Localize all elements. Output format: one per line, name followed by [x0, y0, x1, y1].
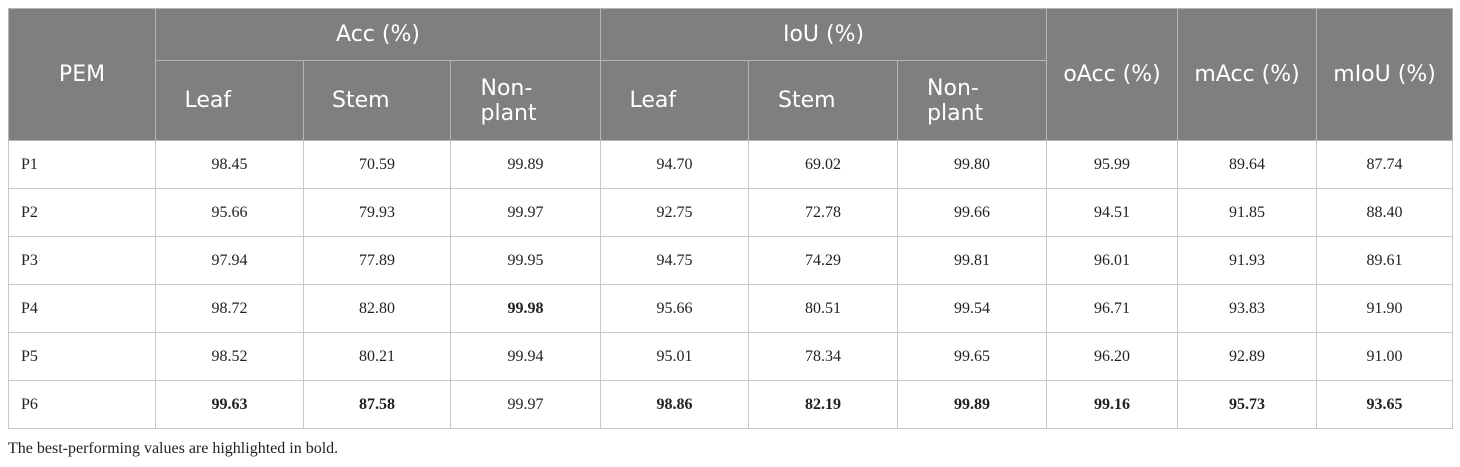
- value-cell: 91.90: [1316, 284, 1454, 333]
- sub-header: Stem: [303, 60, 451, 141]
- value-cell: 99.94: [449, 332, 602, 381]
- value-cell: 78.34: [748, 332, 899, 381]
- value-cell: 87.58: [303, 380, 451, 429]
- value-cell: 92.75: [600, 188, 750, 237]
- value-cell: 69.02: [748, 140, 899, 189]
- value-cell: 93.65: [1316, 380, 1454, 429]
- header-cell: PEM: [8, 8, 156, 141]
- group-header: IoU (%): [600, 8, 1048, 61]
- value-cell: 98.86: [600, 380, 750, 429]
- sub-header-text: Non-plant: [927, 75, 984, 126]
- value-cell: 99.89: [449, 140, 602, 189]
- value-cell: 95.66: [600, 284, 750, 333]
- header-cell: mIoU (%): [1316, 8, 1454, 141]
- value-cell: 98.45: [155, 140, 304, 189]
- table-row: P1 98.45 70.59 99.89 94.70 69.02 99.80 95.99 89.…: [8, 140, 1454, 189]
- sub-header-text: Leaf: [184, 88, 232, 113]
- sub-header-text: Stem: [778, 88, 836, 113]
- table-row: P6 99.63 87.58 99.97 98.86 82.19 99.89 99.16 95.…: [8, 380, 1454, 429]
- header-cell: oAcc (%): [1046, 8, 1179, 141]
- value-cell: 99.98: [449, 284, 602, 333]
- value-cell: 98.52: [155, 332, 304, 381]
- sub-header: Leaf: [600, 60, 750, 141]
- table-body: P1 98.45 70.59 99.89 94.70 69.02 99.80 95.99 89.…: [8, 140, 1454, 429]
- value-cell: 70.59: [303, 140, 451, 189]
- table-row: P5 98.52 80.21 99.94 95.01 78.34 99.65 96.20 92.…: [8, 332, 1454, 381]
- value-cell: 95.99: [1046, 140, 1179, 189]
- value-cell: 89.61: [1316, 236, 1454, 285]
- results-table: PEM Acc (%) IoU (%) oAcc (%) mAcc (%) mIoU (%…: [8, 8, 1454, 429]
- value-cell: 99.80: [897, 140, 1048, 189]
- sub-header: Leaf: [155, 60, 304, 141]
- value-cell: 91.93: [1177, 236, 1318, 285]
- value-cell: 77.89: [303, 236, 451, 285]
- value-cell: 87.74: [1316, 140, 1454, 189]
- value-cell: 96.01: [1046, 236, 1179, 285]
- value-cell: 96.71: [1046, 284, 1179, 333]
- value-cell: 99.66: [897, 188, 1048, 237]
- value-cell: 95.73: [1177, 380, 1318, 429]
- row-label: P4: [8, 284, 156, 333]
- sub-header-text: Non-plant: [480, 75, 537, 126]
- value-cell: 99.97: [449, 380, 602, 429]
- value-cell: 98.72: [155, 284, 304, 333]
- value-cell: 91.00: [1316, 332, 1454, 381]
- value-cell: 72.78: [748, 188, 899, 237]
- table-header: PEM Acc (%) IoU (%) oAcc (%) mAcc (%) mIoU (%…: [8, 8, 1454, 141]
- value-cell: 74.29: [748, 236, 899, 285]
- value-cell: 99.95: [449, 236, 602, 285]
- table-row: P3 97.94 77.89 99.95 94.75 74.29 99.81 96.01 91.…: [8, 236, 1454, 285]
- value-cell: 88.40: [1316, 188, 1454, 237]
- value-cell: 99.65: [897, 332, 1048, 381]
- footnote: The best-performing values are highlight…: [8, 440, 339, 457]
- row-label: P6: [8, 380, 156, 429]
- value-cell: 96.20: [1046, 332, 1179, 381]
- page: PEM Acc (%) IoU (%) oAcc (%) mAcc (%) mIoU (%…: [8, 8, 1454, 429]
- value-cell: 91.85: [1177, 188, 1318, 237]
- value-cell: 94.70: [600, 140, 750, 189]
- sub-header-text: Leaf: [629, 88, 677, 113]
- value-cell: 99.54: [897, 284, 1048, 333]
- value-cell: 99.89: [897, 380, 1048, 429]
- group-header: Acc (%): [154, 8, 602, 61]
- sub-header: Stem: [748, 60, 899, 141]
- row-label: P1: [8, 140, 156, 189]
- sub-header: Non-plant: [449, 60, 602, 141]
- value-cell: 82.19: [748, 380, 899, 429]
- value-cell: 99.97: [449, 188, 602, 237]
- value-cell: 80.21: [303, 332, 451, 381]
- value-cell: 79.93: [303, 188, 451, 237]
- value-cell: 97.94: [155, 236, 304, 285]
- sub-header: Non-plant: [897, 60, 1048, 141]
- value-cell: 82.80: [303, 284, 451, 333]
- value-cell: 95.66: [155, 188, 304, 237]
- value-cell: 95.01: [600, 332, 750, 381]
- table-row: P4 98.72 82.80 99.98 95.66 80.51 99.54 96.71 93.…: [8, 284, 1454, 333]
- row-label: P2: [8, 188, 156, 237]
- table-row: P2 95.66 79.93 99.97 92.75 72.78 99.66 94.51 91.…: [8, 188, 1454, 237]
- value-cell: 93.83: [1177, 284, 1318, 333]
- header-row: Leaf Stem Non-plant Leaf Stem Non-plant: [9, 60, 1453, 141]
- value-cell: 99.16: [1046, 380, 1179, 429]
- header-row: PEM Acc (%) IoU (%) oAcc (%) mAcc (%) mIoU (%…: [8, 8, 1454, 141]
- value-cell: 99.63: [155, 380, 304, 429]
- value-cell: 99.81: [897, 236, 1048, 285]
- row-label: P5: [8, 332, 156, 381]
- value-cell: 94.75: [600, 236, 750, 285]
- value-cell: 94.51: [1046, 188, 1179, 237]
- header-cell: mAcc (%): [1177, 8, 1318, 141]
- value-cell: 89.64: [1177, 140, 1318, 189]
- value-cell: 80.51: [748, 284, 899, 333]
- sub-header-text: Stem: [332, 88, 390, 113]
- row-label: P3: [8, 236, 156, 285]
- value-cell: 92.89: [1177, 332, 1318, 381]
